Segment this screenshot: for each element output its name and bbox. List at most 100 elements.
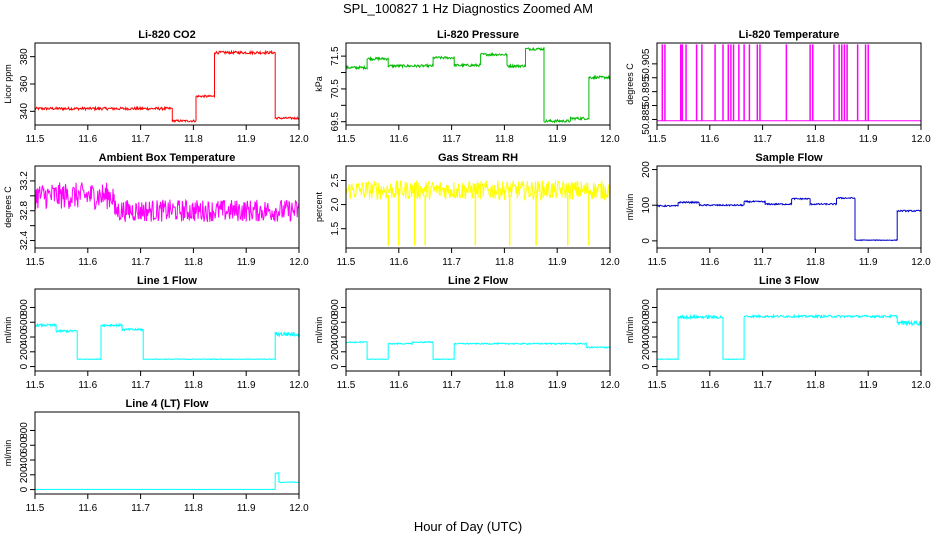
x-tick-label: 11.9 [859,380,878,391]
y-tick-label: 380 [19,48,30,65]
x-tick-label: 12.0 [289,503,309,514]
y-axis-label: Licor ppm [3,64,13,104]
x-tick-label: 11.6 [389,257,408,268]
chart-panel: Sample Flow 11.5 11.6 11.7 11.8 11.9 12.0 0 100 2… [625,152,931,268]
x-tick-label: 11.6 [700,380,719,391]
y-tick-label: 800 [330,299,341,316]
series-line [345,46,611,124]
x-tick-label: 11.6 [700,257,719,268]
x-tick-label: 11.7 [131,257,150,268]
panel-title: Line 1 Flow [137,275,197,287]
chart-panel: Li-820 Temperature 11.5 11.6 11.7 11.8 11.9 12… [625,29,931,145]
x-tick-label: 11.9 [859,257,878,268]
x-tick-label: 11.5 [337,380,356,391]
panel-grid: Li-820 CO2 11.5 11.6 11.7 11.8 11.9 12.0 340 360… [3,29,931,514]
plot-frame [34,411,300,495]
panel-title: Line 2 Flow [448,275,508,287]
plot-frame [656,165,922,249]
y-tick-label: 400 [330,328,341,345]
y-tick-label: 600 [641,313,652,330]
y-tick-label: 32.4 [19,230,30,250]
y-tick-label: 70.5 [330,79,341,99]
x-tick-label: 11.8 [495,257,514,268]
x-tick-label: 11.6 [78,134,97,145]
y-tick-label: 200 [641,161,652,178]
plot-frame [345,42,611,126]
chart-panel: Line 2 Flow 11.5 11.6 11.7 11.8 11.9 12.0 0 2004… [314,275,620,391]
y-tick-label: 2.0 [330,197,341,211]
x-tick-label: 11.7 [753,134,772,145]
x-tick-label: 11.7 [131,380,150,391]
x-tick-label: 11.5 [648,134,667,145]
x-tick-label: 11.9 [859,134,878,145]
plot-frame [34,165,300,249]
y-tick-label: 340 [19,103,30,120]
panel-title: Line 3 Flow [759,275,819,287]
x-tick-label: 12.0 [600,380,620,391]
panel-title: Line 4 (LT) Flow [126,398,209,410]
y-axis-label: ml/min [314,317,324,344]
y-tick-label: 200 [19,466,30,483]
x-tick-label: 12.0 [289,380,309,391]
chart-panel: Li-820 CO2 11.5 11.6 11.7 11.8 11.9 12.0 340 360… [3,29,309,145]
x-tick-label: 12.0 [911,134,931,145]
y-tick-label: 32.8 [19,201,30,221]
x-tick-label: 11.6 [78,257,97,268]
x-tick-label: 11.5 [337,257,356,268]
chart-panel: Ambient Box Temperature 11.5 11.6 11.7 11.8 1… [3,152,309,268]
y-axis-label: kPa [314,76,324,92]
x-tick-label: 11.5 [648,257,667,268]
chart-panel: Line 3 Flow 11.5 11.6 11.7 11.8 11.9 12.0 0 2004… [625,275,931,391]
plot-frame [656,288,922,372]
x-axis-label: Hour of Day (UTC) [414,519,522,534]
y-axis-label: ml/min [625,194,635,221]
x-tick-label: 11.8 [184,503,203,514]
x-tick-label: 11.8 [184,257,203,268]
x-tick-label: 11.8 [806,380,825,391]
y-axis-label: percent [314,191,324,222]
x-tick-label: 11.6 [78,380,97,391]
x-tick-label: 11.7 [131,134,150,145]
x-tick-label: 11.5 [26,257,45,268]
panel-title: Ambient Box Temperature [99,152,236,164]
series-line [34,49,300,124]
chart-panel: Line 4 (LT) Flow 11.5 11.6 11.7 11.8 11.9 12.0… [3,398,309,514]
x-tick-label: 12.0 [600,134,620,145]
panel-title: Sample Flow [755,152,823,164]
panel-title: Gas Stream RH [438,152,518,164]
series-line [656,313,922,361]
y-tick-label: 1.5 [330,221,341,235]
x-tick-label: 11.8 [806,134,825,145]
y-axis-label: ml/min [3,440,13,467]
y-tick-label: 0 [19,363,30,369]
series-line [656,196,922,242]
y-tick-label: 0 [330,363,341,369]
x-tick-label: 11.7 [131,503,150,514]
x-tick-label: 11.7 [442,257,461,268]
figure-title: SPL_100827 1 Hz Diagnostics Zoomed AM [343,1,593,16]
x-tick-label: 11.9 [237,380,256,391]
y-axis-label: ml/min [3,317,13,344]
y-tick-label: 200 [641,343,652,360]
y-tick-label: 0 [641,238,652,244]
x-tick-label: 11.5 [26,134,45,145]
y-tick-label: 0 [641,363,652,369]
y-tick-label: 0 [19,486,30,492]
x-tick-label: 11.8 [806,257,825,268]
y-tick-label: 400 [641,328,652,345]
x-tick-label: 11.9 [237,503,256,514]
plot-frame [656,42,922,126]
y-tick-label: 600 [19,313,30,330]
x-tick-label: 11.5 [337,134,356,145]
y-tick-label: 50.885 [641,104,652,135]
plot-frame [34,288,300,372]
x-tick-label: 12.0 [600,257,620,268]
y-tick-label: 360 [19,75,30,92]
plot-frame [345,165,611,249]
x-tick-label: 11.8 [495,380,514,391]
chart-panel: Line 1 Flow 11.5 11.6 11.7 11.8 11.9 12.0 0 2004… [3,275,309,391]
chart-panel: Li-820 Pressure 11.5 11.6 11.7 11.8 11.9 12.0 6… [314,29,620,145]
y-tick-label: 800 [641,299,652,316]
y-tick-label: 200 [19,343,30,360]
